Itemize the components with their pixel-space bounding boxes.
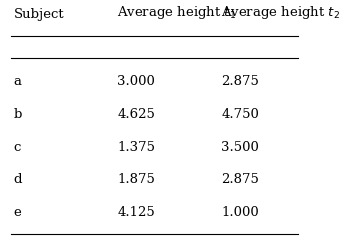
- Text: 4.125: 4.125: [118, 206, 155, 219]
- Text: Average height $t_1$: Average height $t_1$: [118, 4, 237, 21]
- Text: 1.375: 1.375: [118, 140, 155, 153]
- Text: 2.875: 2.875: [221, 75, 259, 88]
- Text: 1.875: 1.875: [118, 173, 155, 186]
- Text: Subject: Subject: [14, 8, 64, 21]
- Text: 3.500: 3.500: [221, 140, 259, 153]
- Text: d: d: [14, 173, 22, 186]
- Text: a: a: [14, 75, 22, 88]
- Text: Average height $t_2$: Average height $t_2$: [221, 4, 340, 21]
- Text: 4.750: 4.750: [221, 108, 259, 121]
- Text: b: b: [14, 108, 22, 121]
- Text: 3.000: 3.000: [118, 75, 155, 88]
- Text: e: e: [14, 206, 21, 219]
- Text: 1.000: 1.000: [221, 206, 259, 219]
- Text: 4.625: 4.625: [118, 108, 155, 121]
- Text: c: c: [14, 140, 21, 153]
- Text: 2.875: 2.875: [221, 173, 259, 186]
